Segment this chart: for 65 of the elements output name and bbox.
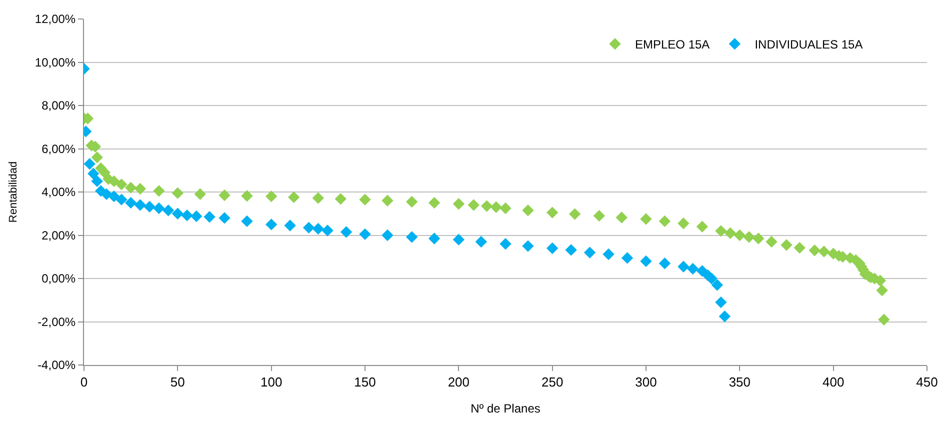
point [162,204,174,216]
point [715,296,727,308]
point [322,224,334,236]
point [382,229,394,242]
point [340,226,352,238]
point [284,220,296,232]
y-tick-label: 0,00% [42,272,76,286]
y-tick-label: 12,00% [34,12,76,26]
point [718,310,731,322]
point [218,212,230,224]
point [265,218,278,230]
y-tick-label: 4,00% [42,185,76,200]
point [658,258,671,270]
point [406,231,418,243]
y-tick-label: 10,00% [34,55,76,70]
point [428,232,440,244]
x-tick-label: 450 [916,374,938,390]
point [475,236,487,248]
point [711,279,724,291]
point [312,222,324,235]
point [640,255,652,268]
point [181,210,193,222]
point [116,194,128,206]
x-tick-label: 400 [822,374,844,390]
point [584,246,596,258]
point [108,190,120,202]
y-axis-title: Rentabilidad [8,161,20,223]
x-tick-label: 0 [80,374,88,390]
point [565,244,577,256]
point [621,252,634,264]
x-tick-label: 150 [354,374,376,390]
point [602,248,614,260]
x-axis-title: Nº de Planes [470,402,540,416]
x-tick-label: 350 [728,374,751,390]
point [204,211,216,223]
x-tick-label: 250 [541,374,564,390]
point [88,168,100,180]
point [452,234,465,246]
y-tick-label: -2,00% [38,314,76,329]
y-tick-label: 2,00% [42,228,76,242]
point [546,242,558,254]
point [144,200,156,213]
point [84,158,96,170]
point [190,210,202,222]
point [302,222,315,234]
point [124,196,137,209]
legend-label: INDIVIDUALES 15A [754,38,863,52]
point [686,262,699,275]
y-tick-label: -4,00% [38,358,76,372]
x-tick-label: 200 [448,374,470,390]
point [522,240,534,252]
point [91,175,103,188]
x-tick-label: 300 [635,374,657,390]
y-tick-label: 6,00% [42,142,76,156]
x-tick-label: 100 [260,374,282,390]
legend-label: EMPLEO 15A [634,38,710,52]
point [500,238,512,250]
y-tick-label: 8,00% [42,98,76,113]
point [172,208,184,220]
point [678,260,690,272]
point [359,228,371,240]
point [241,215,253,228]
point [153,202,165,214]
point [134,199,146,211]
x-tick-label: 50 [170,374,185,390]
